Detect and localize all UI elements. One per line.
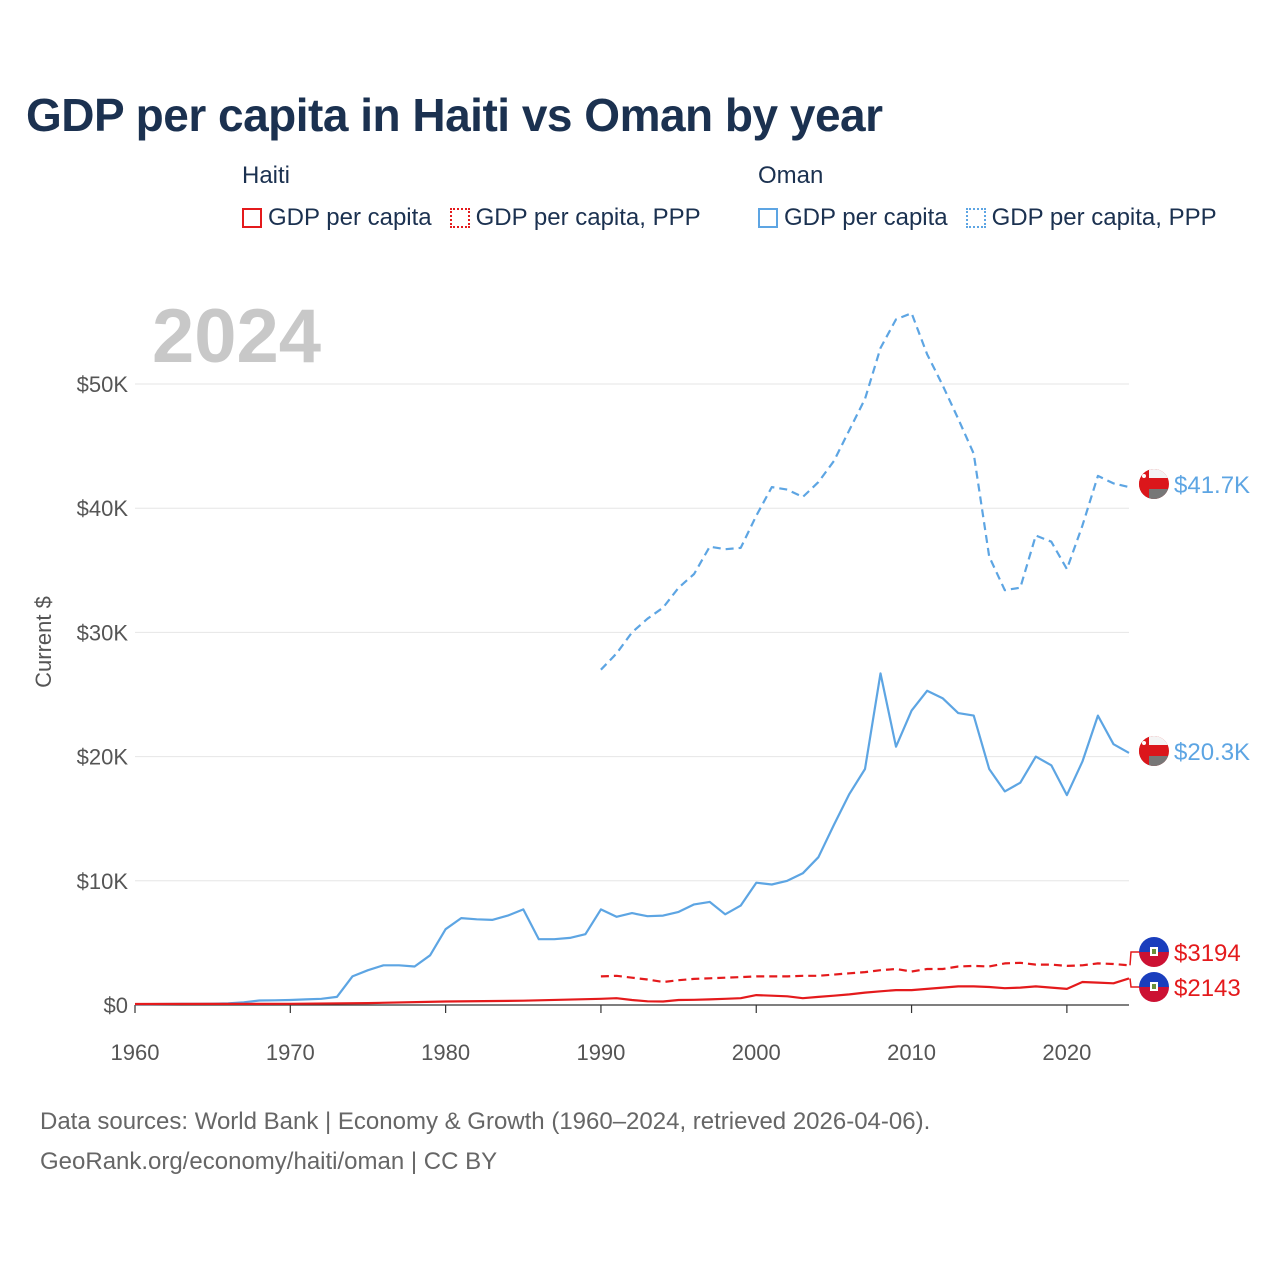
end-label-connector: [1129, 951, 1140, 966]
legend-haiti-gdp[interactable]: GDP per capita: [242, 204, 432, 232]
x-tick-label: 1990: [576, 1040, 625, 1065]
legend-haiti-title: Haiti: [242, 162, 291, 189]
end-label-haiti-gdp: $2143: [1174, 975, 1241, 1002]
y-tick-label: $50K: [77, 372, 129, 397]
x-tick-label: 2020: [1042, 1040, 1091, 1065]
y-tick-label: $40K: [77, 496, 129, 521]
legend-oman-gdp-label: GDP per capita: [784, 204, 948, 231]
legend-haiti-gdp-label: GDP per capita: [268, 204, 432, 231]
grid-lines: [135, 383, 1129, 1006]
end-label-oman-gdp: $20.3K: [1174, 739, 1250, 766]
end-labels: $41.7K $20.3K $3194 $2143: [1129, 469, 1250, 1002]
series-line-oman-gdp-per-capita: [135, 672, 1130, 1006]
y-tick-label: $30K: [77, 620, 129, 645]
series-lines: [134, 312, 1130, 1006]
end-label-haiti-ppp: $3194: [1174, 940, 1241, 967]
legend-swatch-haiti-gdp: [242, 208, 262, 228]
x-tick-label: 1960: [111, 1040, 160, 1065]
oman-flag-icon: [1139, 469, 1169, 499]
y-tick-label: $10K: [77, 869, 129, 894]
legend-swatch-haiti-ppp: [449, 208, 470, 228]
legend-haiti: Haiti GDP per capita GDP per capita, PPP: [242, 162, 701, 232]
x-tick-label: 2010: [887, 1040, 936, 1065]
end-label-connector: [1129, 978, 1140, 988]
legend-haiti-ppp[interactable]: GDP per capita, PPP: [449, 204, 701, 232]
x-tick-label: 2000: [732, 1040, 781, 1065]
legend-oman-ppp-label: GDP per capita, PPP: [991, 204, 1217, 231]
legend-oman-ppp[interactable]: GDP per capita, PPP: [965, 204, 1217, 232]
x-tick-label: 1980: [421, 1040, 470, 1065]
legend-oman-title: Oman: [758, 162, 824, 189]
end-label-oman-ppp: $41.7K: [1174, 472, 1250, 499]
series-line-haiti-gdp-per-capita: [134, 977, 1130, 1006]
x-tick-label: 1970: [266, 1040, 315, 1065]
legend-swatch-oman-gdp: [758, 208, 778, 228]
axes: $0 $10K $20K $30K $40K $50K 1960 1970 1980 1990 20…: [77, 372, 1129, 1065]
haiti-flag-icon: [1139, 972, 1169, 1002]
line-chart: 2024 $0 $10K $20K $30K $40K $50K 1960 1970 1980 1…: [31, 294, 1250, 1065]
series-line-haiti-gdp-per-capita-ppp: [600, 961, 1130, 984]
series-line-oman-gdp-per-capita-ppp: [600, 312, 1130, 671]
source-line-1: Data sources: World Bank | Economy & Gro…: [40, 1108, 931, 1135]
legend-swatch-oman-ppp: [965, 208, 986, 228]
haiti-flag-icon: [1139, 937, 1169, 967]
y-axis-label: Current $: [31, 596, 56, 688]
chart-title: GDP per capita in Haiti vs Oman by year: [26, 89, 883, 141]
year-watermark: 2024: [152, 294, 321, 379]
y-tick-label: $0: [104, 993, 128, 1018]
legend-haiti-ppp-label: GDP per capita, PPP: [475, 204, 701, 231]
source-line-2[interactable]: GeoRank.org/economy/haiti/oman | CC BY: [40, 1148, 498, 1175]
legend-oman-gdp[interactable]: GDP per capita: [758, 204, 948, 232]
legend-oman: Oman GDP per capita GDP per capita, PPP: [758, 162, 1217, 232]
y-tick-label: $20K: [77, 745, 129, 770]
oman-flag-icon: [1139, 736, 1169, 766]
